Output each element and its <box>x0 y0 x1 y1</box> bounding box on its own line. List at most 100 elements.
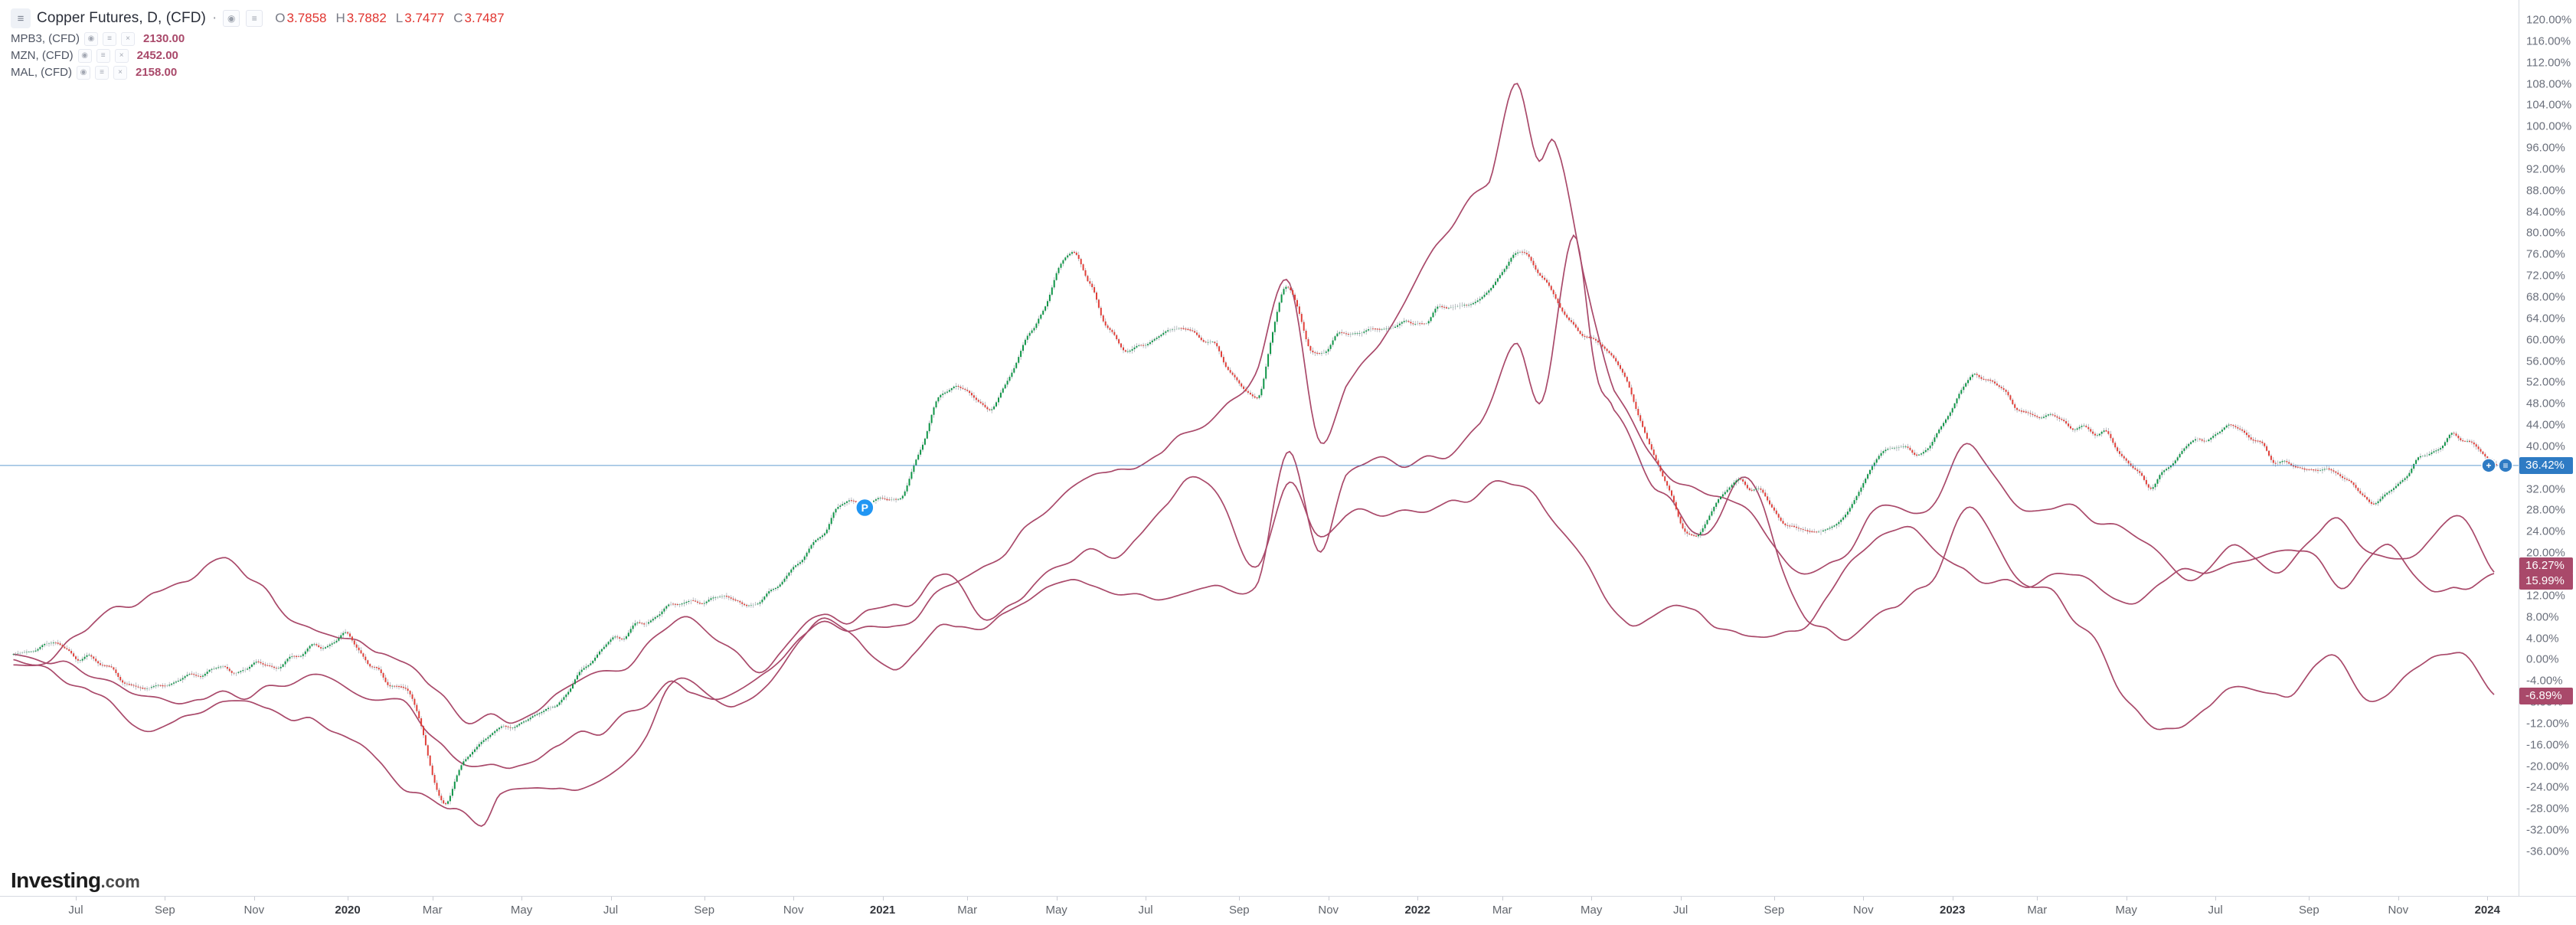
time-axis-label: Nov <box>783 904 804 917</box>
eye-icon[interactable]: ◉ <box>223 10 240 27</box>
time-axis-tick <box>704 897 705 900</box>
time-axis-label: Sep <box>1228 904 1250 917</box>
candles-up <box>12 252 2469 804</box>
price-line-menu-button[interactable]: ≡ <box>2498 458 2513 473</box>
price-axis-label: 60.00% <box>2526 333 2565 347</box>
high-label: H <box>335 11 345 25</box>
time-axis-tick <box>882 897 884 900</box>
compare-value: 2130.00 <box>143 32 185 45</box>
time-axis-label: Sep <box>2299 904 2319 917</box>
settings-icon[interactable]: ≡ <box>96 48 110 63</box>
price-axis-label: -16.00% <box>2526 738 2569 752</box>
compare-symbol[interactable]: MPB3, (CFD) <box>11 32 80 45</box>
compare-symbol[interactable]: MAL, (CFD) <box>11 66 72 79</box>
time-axis-label: Jul <box>68 904 83 917</box>
price-tag: 15.99% <box>2519 573 2573 590</box>
svg-text:+: + <box>2486 460 2491 471</box>
time-axis-label: Mar <box>2027 904 2048 917</box>
candle-wicks <box>13 249 2497 806</box>
price-axis-label: 120.00% <box>2526 13 2572 27</box>
settings-icon[interactable]: ≡ <box>103 31 116 46</box>
price-axis-label: 8.00% <box>2526 610 2559 624</box>
price-axis-label: 84.00% <box>2526 205 2565 219</box>
price-axis-label: 100.00% <box>2526 119 2572 133</box>
time-axis-label: Sep <box>694 904 715 917</box>
settings-icon[interactable]: ≡ <box>246 10 263 27</box>
time-axis-tick <box>1417 897 1419 900</box>
ohlc-readout: O 3.7858 H 3.7882 L 3.7477 C 3.7487 <box>275 11 504 26</box>
close-icon[interactable]: × <box>114 48 129 63</box>
time-axis-label: 2021 <box>869 904 896 917</box>
price-axis-label: 108.00% <box>2526 77 2572 91</box>
time-axis-label: 2022 <box>1404 904 1430 917</box>
time-axis-tick <box>1773 897 1775 900</box>
time-axis-label: Sep <box>1764 904 1785 917</box>
close-label: C <box>453 11 463 25</box>
position-marker-label: P <box>861 502 868 514</box>
time-axis-label: 2024 <box>2474 904 2500 917</box>
position-marker[interactable]: P <box>855 497 875 518</box>
price-axis-label: 28.00% <box>2526 503 2565 517</box>
settings-icon[interactable]: ≡ <box>95 65 109 80</box>
time-axis-tick <box>75 897 77 900</box>
price-tag: 16.27% <box>2519 557 2573 575</box>
eye-icon[interactable]: ◉ <box>84 31 98 46</box>
compare-line-2[interactable] <box>13 234 2495 827</box>
legend-separator: · <box>211 10 217 26</box>
open-value: 3.7858 <box>286 11 327 25</box>
time-axis-tick <box>1056 897 1058 900</box>
price-tag: 36.42% <box>2519 456 2573 474</box>
time-axis-tick <box>1239 897 1241 900</box>
time-axis-label: 2020 <box>335 904 361 917</box>
price-axis-label: 48.00% <box>2526 397 2565 410</box>
time-axis-label: Nov <box>1852 904 1874 917</box>
price-axis-label: 24.00% <box>2526 525 2565 538</box>
main-symbol-row: ≡ Copper Futures, D, (CFD) · ◉ ≡ O 3.7858… <box>11 8 505 29</box>
price-axis-label: -32.00% <box>2526 823 2569 837</box>
time-axis-label: Jul <box>1673 904 1688 917</box>
instrument-menu-icon[interactable]: ≡ <box>11 8 31 28</box>
symbol-title[interactable]: Copper Futures, D, (CFD) <box>37 10 206 26</box>
price-axis-label: -24.00% <box>2526 780 2569 794</box>
time-axis-label: Nov <box>244 904 265 917</box>
time-axis-label: Mar <box>957 904 978 917</box>
compare-line-3[interactable] <box>13 83 2495 770</box>
time-axis-tick <box>253 897 255 900</box>
price-tag: -6.89% <box>2519 688 2573 705</box>
time-axis-tick <box>2037 897 2038 900</box>
close-icon[interactable]: × <box>121 31 135 46</box>
time-axis-tick <box>521 897 523 900</box>
price-axis-label: 64.00% <box>2526 312 2565 325</box>
time-axis-tick <box>2398 897 2399 900</box>
time-axis[interactable]: Jul Sep Nov 2020 Mar May Jul Sep Nov 2021 Mar May Ju… <box>0 896 2576 925</box>
time-axis-label: May <box>510 904 533 917</box>
logo-bold-text: Investing <box>11 868 101 892</box>
price-axis-label: 40.00% <box>2526 440 2565 453</box>
compare-line-1[interactable] <box>13 476 2495 724</box>
time-axis-tick <box>793 897 795 900</box>
eye-icon[interactable]: ◉ <box>77 65 90 80</box>
time-axis-label: Jul <box>2208 904 2223 917</box>
eye-icon[interactable]: ◉ <box>77 48 92 63</box>
compare-symbol[interactable]: MZN, (CFD) <box>11 49 74 62</box>
time-axis-label: Mar <box>422 904 443 917</box>
compare-row-mpb3: MPB3, (CFD) ◉ ≡ × 2130.00 <box>11 31 505 46</box>
high-value: 3.7882 <box>346 11 387 25</box>
price-axis-label: -28.00% <box>2526 802 2569 816</box>
price-axis[interactable]: 120.00% 116.00% 112.00% 108.00% 104.00% 100.0… <box>2519 0 2576 896</box>
time-axis-tick <box>1502 897 1503 900</box>
time-axis-tick <box>2487 897 2489 900</box>
time-axis-label: May <box>1045 904 1067 917</box>
close-icon[interactable]: × <box>113 65 127 80</box>
legend-panel: ≡ Copper Futures, D, (CFD) · ◉ ≡ O 3.7858… <box>11 8 505 80</box>
price-axis-label: -36.00% <box>2526 845 2569 858</box>
logo-rest-text: .com <box>100 872 140 891</box>
chart-plot[interactable]: P + ≡ <box>0 0 2519 896</box>
price-axis-label: 12.00% <box>2526 589 2565 603</box>
price-line-add-button[interactable]: + <box>2481 458 2496 473</box>
time-axis-label: May <box>2115 904 2137 917</box>
time-axis-tick <box>1863 897 1865 900</box>
close-value: 3.7487 <box>464 11 505 25</box>
position-marker-circle[interactable] <box>855 497 875 518</box>
price-axis-label: 44.00% <box>2526 418 2565 432</box>
